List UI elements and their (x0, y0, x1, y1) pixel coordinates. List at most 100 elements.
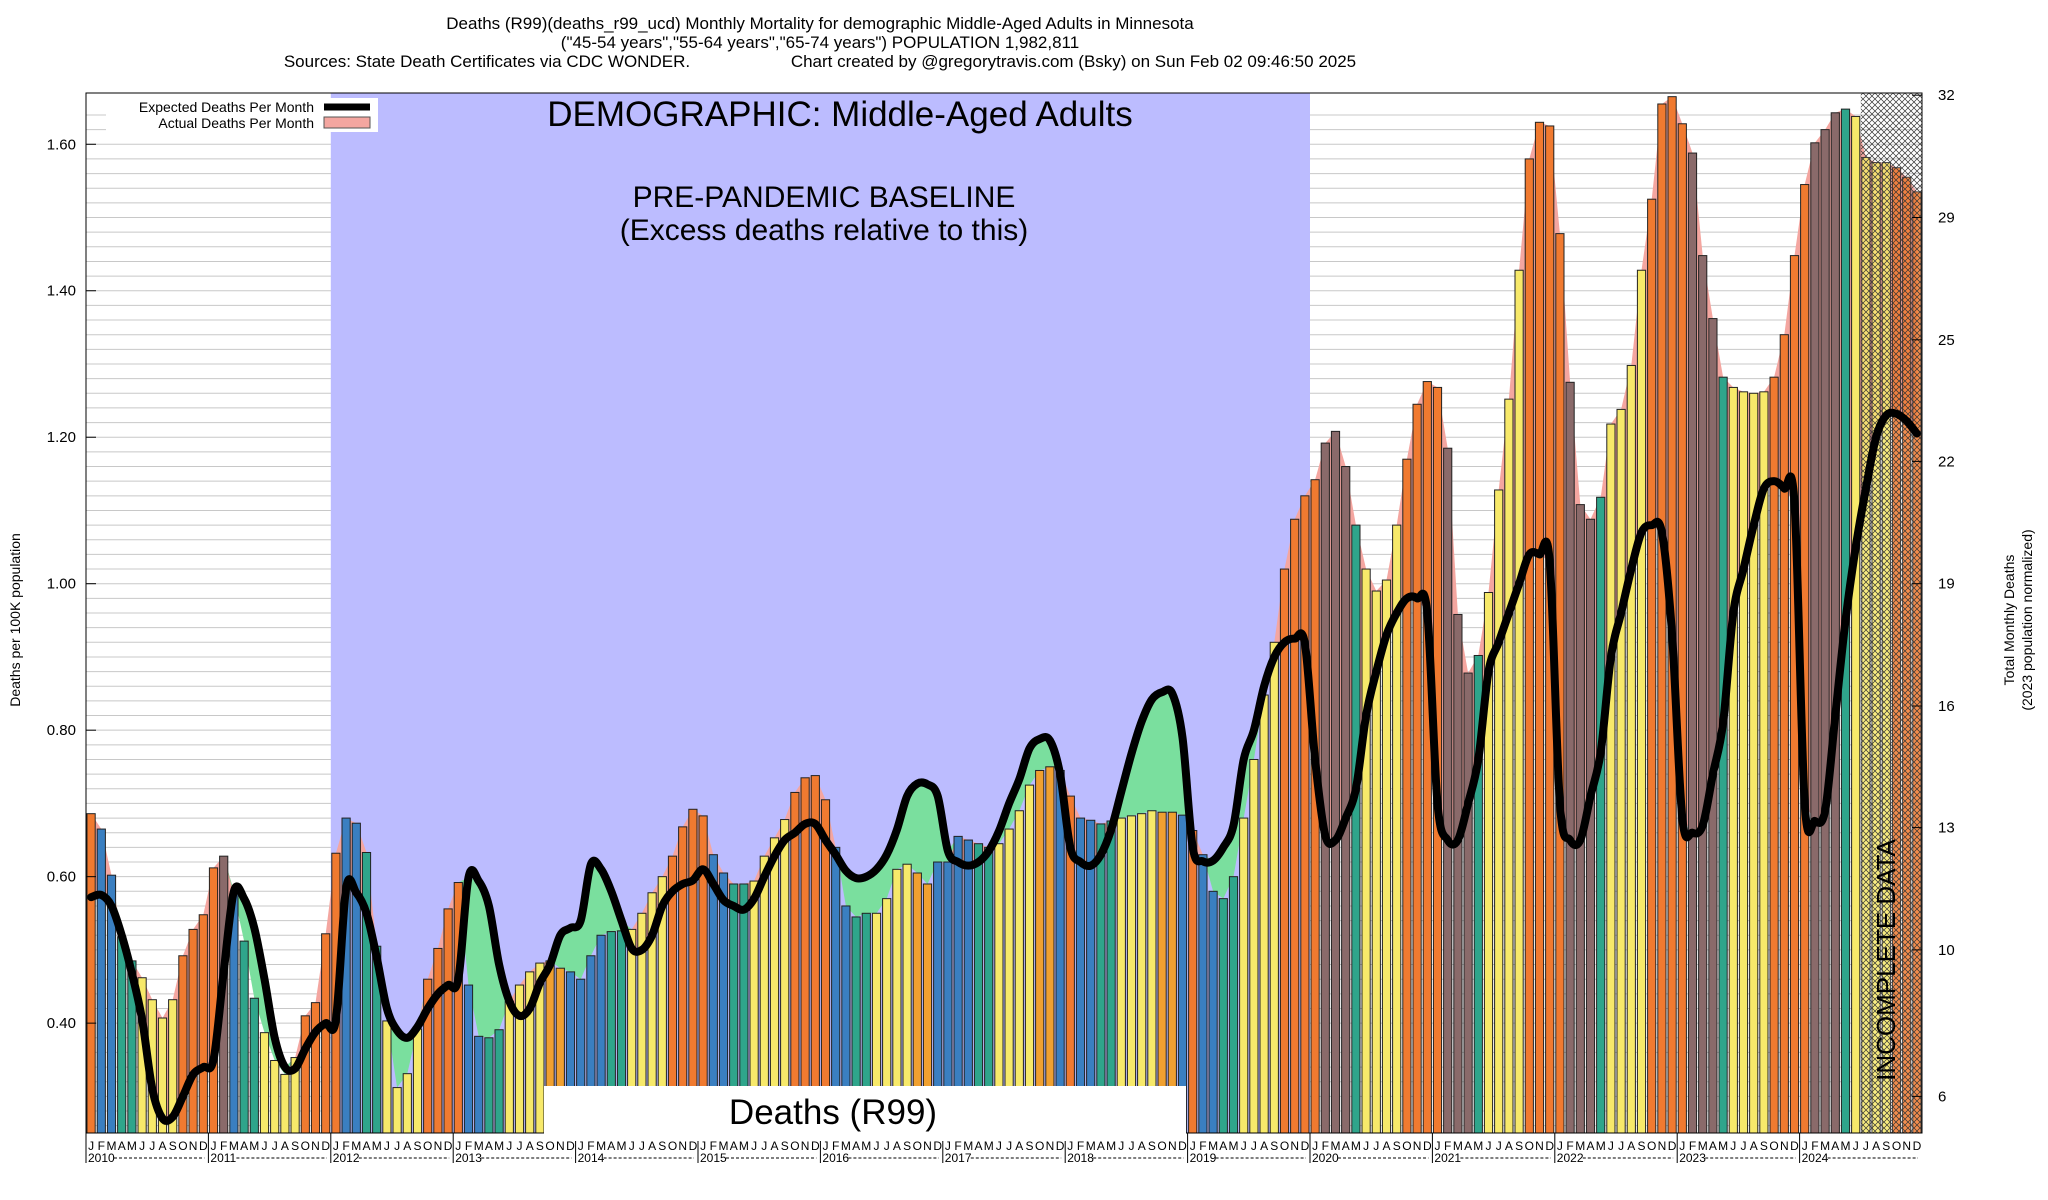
y-axis-label-right-1: Total Monthly Deaths (2001, 555, 2017, 686)
x-year-label: 2019 (1190, 1151, 1217, 1165)
x-month-label: A (1015, 1139, 1023, 1153)
y-tick-label-right: 19 (1938, 576, 1955, 593)
bar (1249, 758, 1259, 1134)
bar (1300, 495, 1310, 1134)
x-month-label: M (1106, 1139, 1116, 1153)
bar (239, 940, 249, 1134)
x-month-label: D (1790, 1139, 1799, 1153)
bar (1177, 814, 1188, 1134)
bar (504, 1000, 514, 1134)
bar (280, 1073, 290, 1134)
x-month-label: A (974, 1139, 982, 1153)
x-month-label: O (178, 1139, 187, 1153)
bar (1279, 568, 1290, 1134)
bar (1494, 489, 1504, 1134)
bar (1728, 386, 1738, 1134)
demographic-title: DEMOGRAPHIC: Middle-Aged Adults (547, 95, 1132, 134)
x-month-label: D (1545, 1139, 1554, 1153)
bar (1239, 817, 1249, 1134)
x-month-label: D (199, 1139, 208, 1153)
x-month-label: M (1718, 1139, 1728, 1153)
x-month-label: J (1118, 1139, 1124, 1153)
legend-label-expected: Expected Deaths Per Month (139, 99, 314, 115)
x-month-label: A (485, 1139, 493, 1153)
bar (86, 813, 96, 1134)
x-month-label: N (556, 1139, 565, 1153)
x-month-label: A (1750, 1139, 1758, 1153)
x-month-label: A (526, 1139, 534, 1153)
x-month-label: A (240, 1139, 248, 1153)
x-month-label: A (1586, 1139, 1594, 1153)
x-month-label: N (1780, 1139, 1789, 1153)
x-month-label: D (689, 1139, 698, 1153)
x-month-label: S (658, 1139, 666, 1153)
credit-text: Chart created by @gregorytravis.com (Bsk… (790, 52, 1357, 71)
x-month-label: S (1393, 1139, 1401, 1153)
incomplete-data-region (1860, 93, 1922, 1133)
x-month-label: J (945, 1139, 951, 1153)
bottom-label-box (544, 1086, 1186, 1141)
y-tick-label-right: 13 (1938, 820, 1955, 837)
x-month-label: O (1525, 1139, 1534, 1153)
bar (1167, 811, 1177, 1134)
expected-deaths-line (87, 408, 1921, 1125)
x-year-label: 2021 (1434, 1151, 1461, 1165)
x-month-label: D (444, 1139, 453, 1153)
x-month-label: J (1006, 1139, 1012, 1153)
x-month-label: O (301, 1139, 310, 1153)
y-tick-label-right: 29 (1938, 210, 1955, 227)
y-axis-label-right-2: (2023 population normalized) (2019, 529, 2035, 710)
bar (1259, 694, 1269, 1134)
x-month-label: J (211, 1139, 217, 1153)
bar (1014, 810, 1024, 1134)
baseline-sublabel: (Excess deaths relative to this) (620, 214, 1029, 247)
x-month-label: J (1251, 1139, 1257, 1153)
x-month-label: M (861, 1139, 871, 1153)
x-month-label: J (1679, 1139, 1685, 1153)
y-tick-label-right: 10 (1938, 942, 1955, 959)
x-month-label: M (494, 1139, 504, 1153)
bar (1830, 112, 1840, 1134)
bar (1616, 408, 1626, 1134)
x-month-label: A (281, 1139, 289, 1153)
bar (1126, 815, 1137, 1134)
x-month-label: J (823, 1139, 829, 1153)
bar (392, 1087, 402, 1134)
y-tick-label-left: 1.60 (47, 136, 76, 153)
x-month-label: J (506, 1139, 512, 1153)
bar (1769, 376, 1779, 1134)
x-month-label: M (351, 1139, 361, 1153)
x-month-label: O (545, 1139, 554, 1153)
x-month-label: J (1496, 1139, 1502, 1153)
x-month-label: M (1208, 1139, 1218, 1153)
x-month-label: J (751, 1139, 757, 1153)
x-month-label: J (394, 1139, 400, 1153)
x-month-label: F (1811, 1139, 1818, 1153)
x-month-label: O (1402, 1139, 1411, 1153)
bar (198, 914, 208, 1134)
x-month-label: O (790, 1139, 799, 1153)
x-month-label: D (321, 1139, 330, 1153)
x-month-label: S (781, 1139, 789, 1153)
bar (1606, 423, 1616, 1134)
x-month-label: M (739, 1139, 749, 1153)
x-month-label: O (1157, 1139, 1166, 1153)
x-year-label: 2018 (1067, 1151, 1094, 1165)
x-month-label: J (1853, 1139, 1859, 1153)
bar (1820, 129, 1830, 1134)
x-month-label: M (1351, 1139, 1361, 1153)
x-month-label: M (617, 1139, 627, 1153)
bar (1412, 403, 1422, 1134)
x-month-label: S (291, 1139, 299, 1153)
x-month-label: M (1841, 1139, 1851, 1153)
x-year-label: 2014 (578, 1151, 605, 1165)
x-month-label: N (1535, 1139, 1544, 1153)
x-year-label: 2013 (455, 1151, 482, 1165)
axes: 0.40 0.60 0.80 1.00 1.20 1.40 1.60 6 10 13 16 19 22 2… (47, 87, 1955, 1165)
chart-title: Deaths (R99)(deaths_r99_ucd) Monthly Mor… (446, 14, 1194, 33)
x-month-label: F (465, 1139, 472, 1153)
bar (1463, 672, 1473, 1134)
bar (1565, 381, 1575, 1134)
x-month-label: F (1077, 1139, 1084, 1153)
bar (1361, 568, 1371, 1134)
